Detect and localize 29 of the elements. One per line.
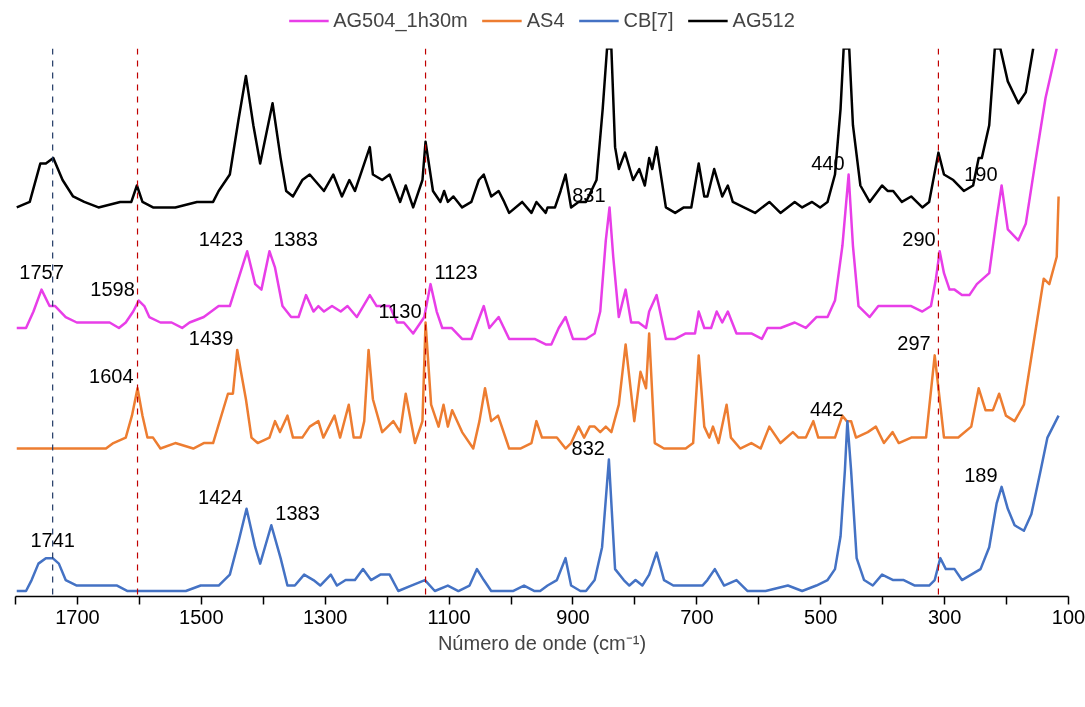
x-tick-label: 900: [556, 605, 590, 628]
legend-label: CB[7]: [623, 8, 674, 32]
annotation: 1598: [90, 277, 135, 300]
x-tick-label: 1300: [302, 605, 348, 628]
legend-label: AS4: [526, 8, 565, 32]
annotation: 442: [810, 398, 844, 421]
annotation: 1123: [434, 261, 478, 284]
annotation: 1383: [275, 502, 320, 525]
annotation: 1423: [198, 228, 244, 251]
annotation: 1741: [30, 529, 75, 552]
annotation: 290: [902, 228, 936, 251]
legend-label: AG504_1h30m: [333, 8, 468, 32]
annotation: 1604: [89, 365, 134, 388]
annotation: 297: [897, 332, 931, 355]
annotation: 1383: [273, 228, 318, 251]
annotation: 1757: [19, 260, 64, 283]
x-tick-label: 700: [680, 605, 714, 628]
x-tick-label: 300: [927, 605, 962, 628]
x-tick-label: 1700: [55, 605, 100, 628]
x-tick-label: 500: [804, 605, 838, 628]
x-tick-label: 100: [1051, 605, 1085, 628]
legend-label: AG512: [732, 8, 795, 32]
annotation: 189: [964, 463, 998, 486]
x-tick-label: 1500: [179, 605, 224, 628]
annotation: 1424: [198, 485, 243, 508]
annotation: 832: [571, 436, 605, 459]
x-axis-title: Número de onde (cm⁻¹): [437, 631, 647, 654]
annotation: 1439: [188, 326, 234, 349]
x-tick-label: 1100: [427, 605, 471, 628]
